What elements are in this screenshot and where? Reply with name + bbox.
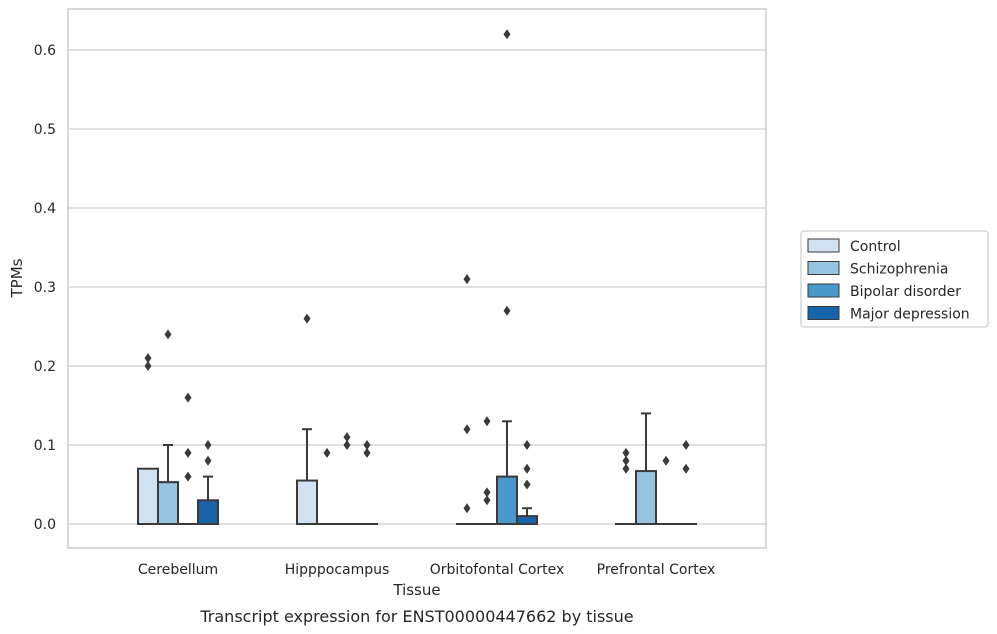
box-rect — [635, 470, 657, 526]
outlier-point — [682, 440, 690, 450]
box-3-0 — [197, 440, 219, 525]
y-tick-label: 0.6 — [34, 43, 56, 59]
grid-layer — [68, 49, 766, 525]
outlier-point — [164, 329, 172, 340]
outlier-point — [662, 455, 670, 466]
outlier-point — [622, 455, 630, 466]
box-rect — [197, 499, 219, 525]
box-0-3 — [615, 447, 637, 526]
outlier-point — [463, 503, 471, 514]
outlier-point — [622, 463, 630, 474]
legend: Control Schizophrenia Bipolar disorder Majo… — [800, 230, 989, 328]
outlier-point — [184, 471, 192, 482]
box-0-2 — [456, 274, 478, 526]
plot-area-frame — [67, 8, 767, 549]
figure-caption: Transcript expression for ENST0000044766… — [199, 607, 633, 626]
box-3-1 — [356, 440, 378, 526]
outlier-point — [463, 274, 471, 285]
y-tick-label: 0.2 — [34, 359, 56, 375]
legend-swatch — [807, 238, 840, 253]
box-1-0 — [157, 329, 179, 526]
x-tick-label: Hipppocampus — [285, 562, 390, 578]
x-tick-label: Prefrontal Cortex — [597, 562, 716, 578]
box-rect — [296, 479, 318, 525]
legend-label: Bipolar disorder — [850, 284, 961, 300]
outlier-point — [363, 447, 371, 458]
legend-label: Schizophrenia — [850, 262, 948, 278]
legend-label: Major depression — [850, 307, 970, 323]
outlier-point — [483, 487, 491, 498]
box-3-3 — [675, 440, 697, 526]
box-2-0 — [177, 392, 199, 526]
outlier-point — [184, 392, 192, 403]
boxes-layer — [137, 29, 697, 526]
outlier-point — [622, 447, 630, 458]
box-rect — [516, 515, 538, 525]
y-tick-label: 0.3 — [34, 280, 56, 296]
box-1-1 — [316, 447, 338, 526]
tick-labels-layer: 0.0 0.1 0.2 0.3 0.4 0.5 0.6 Cerebellum Hipppocam… — [34, 43, 716, 578]
outlier-point — [682, 463, 690, 474]
box-rect — [157, 481, 179, 526]
y-tick-label: 0.5 — [34, 122, 56, 138]
box-2-2 — [496, 29, 518, 526]
box-0-1 — [296, 313, 318, 525]
outlier-point — [523, 479, 531, 490]
outlier-point — [463, 424, 471, 435]
x-tick-label: Orbitofontal Cortex — [430, 562, 565, 578]
x-tick-label: Cerebellum — [138, 562, 218, 578]
y-tick-label: 0.0 — [34, 517, 56, 533]
x-axis-title: Tissue — [392, 581, 440, 599]
outlier-point — [523, 463, 531, 474]
legend-swatch — [807, 306, 840, 320]
legend-label: Control — [850, 239, 901, 255]
outlier-point — [204, 455, 212, 466]
legend-swatch — [807, 261, 840, 275]
outlier-point — [144, 361, 152, 371]
legend-frame — [800, 230, 989, 328]
y-axis-title: TPMs — [8, 258, 26, 298]
box-2-1 — [336, 432, 358, 526]
outlier-point — [483, 495, 491, 506]
outlier-point — [323, 447, 331, 458]
outlier-point — [343, 440, 351, 450]
box-3-2 — [516, 440, 538, 525]
outlier-point — [523, 440, 531, 450]
y-tick-label: 0.4 — [34, 201, 56, 217]
outlier-point — [184, 447, 192, 458]
outlier-point — [363, 440, 371, 450]
box-2-3 — [655, 455, 677, 526]
y-tick-label: 0.1 — [34, 438, 56, 454]
legend-swatch — [807, 283, 840, 298]
outlier-point — [303, 313, 311, 324]
outlier-point — [204, 440, 212, 450]
box-rect — [137, 467, 159, 526]
box-1-3 — [635, 412, 657, 526]
box-1-2 — [476, 416, 498, 526]
outlier-point — [343, 432, 351, 443]
outlier-point — [144, 353, 152, 364]
box-rect — [496, 475, 518, 526]
box-0-0 — [137, 353, 159, 526]
outlier-point — [503, 305, 511, 316]
outlier-point — [503, 29, 511, 40]
outlier-point — [483, 416, 491, 427]
